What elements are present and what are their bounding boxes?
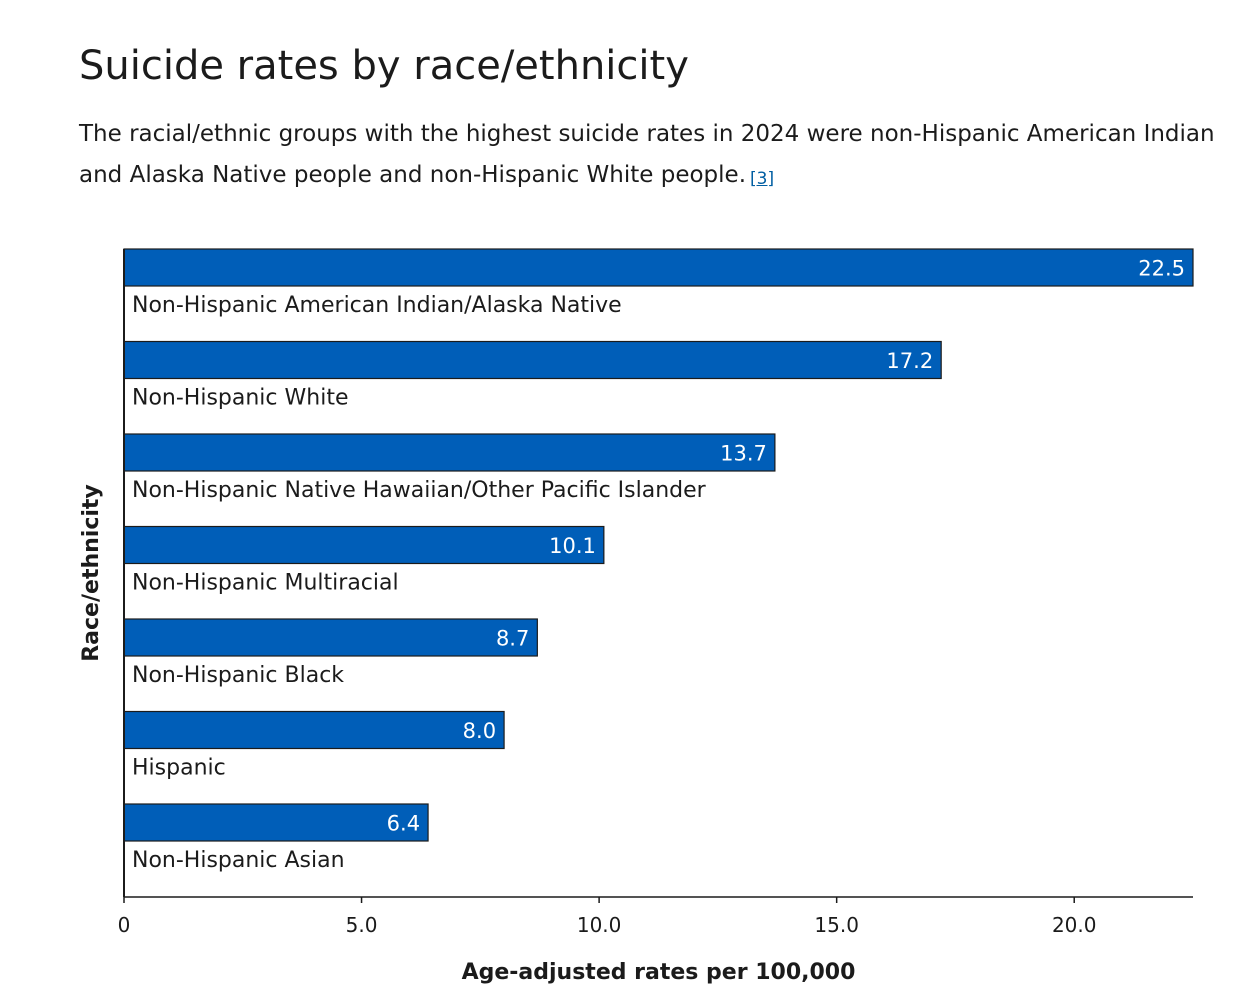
category-label: Non-Hispanic Black <box>132 663 344 688</box>
x-tick-label: 5.0 <box>346 913 378 937</box>
bar <box>123 710 505 750</box>
category-label: Non-Hispanic Native Hawaiian/Other Pacif… <box>132 478 707 503</box>
bar-value-label: 13.7 <box>720 442 767 466</box>
bar <box>123 525 605 565</box>
category-label: Non-Hispanic Asian <box>132 848 345 873</box>
x-tick-label: 15.0 <box>814 913 859 937</box>
intro-text: The racial/ethnic groups with the highes… <box>79 121 1215 188</box>
x-tick-label: 20.0 <box>1052 913 1097 937</box>
bar-value-label: 17.2 <box>886 349 933 373</box>
bar-value-label: 8.7 <box>496 627 529 651</box>
x-tick-label: 10.0 <box>577 913 622 937</box>
bar-value-label: 6.4 <box>387 812 420 836</box>
bar <box>123 433 776 472</box>
bars-group: 22.5 Non-Hispanic American Indian/Alaska … <box>123 248 1194 873</box>
category-label: Non-Hispanic White <box>132 386 348 411</box>
bar-value-label: 10.1 <box>549 534 596 558</box>
x-ticks-group: 0 5.0 10.0 15.0 20.0 <box>118 897 1097 937</box>
category-label: Non-Hispanic American Indian/Alaska Nati… <box>132 293 622 318</box>
bar <box>123 618 538 657</box>
x-tick-label: 0 <box>118 913 131 937</box>
bar <box>123 248 1194 287</box>
x-axis-title: Age-adjusted rates per 100,000 <box>462 960 856 985</box>
bar-value-label: 8.0 <box>463 719 496 743</box>
bar <box>123 803 429 842</box>
bar-value-label: 22.5 <box>1138 257 1185 281</box>
bar <box>123 340 942 380</box>
category-label: Non-Hispanic Multiracial <box>132 571 399 596</box>
y-axis-title: Race/ethnicity <box>79 484 104 662</box>
page-title: Suicide rates by race/ethnicity <box>79 43 689 89</box>
intro-paragraph: The racial/ethnic groups with the highes… <box>79 114 1219 200</box>
category-label: Hispanic <box>132 756 226 781</box>
reference-link[interactable]: [3] <box>750 169 775 189</box>
